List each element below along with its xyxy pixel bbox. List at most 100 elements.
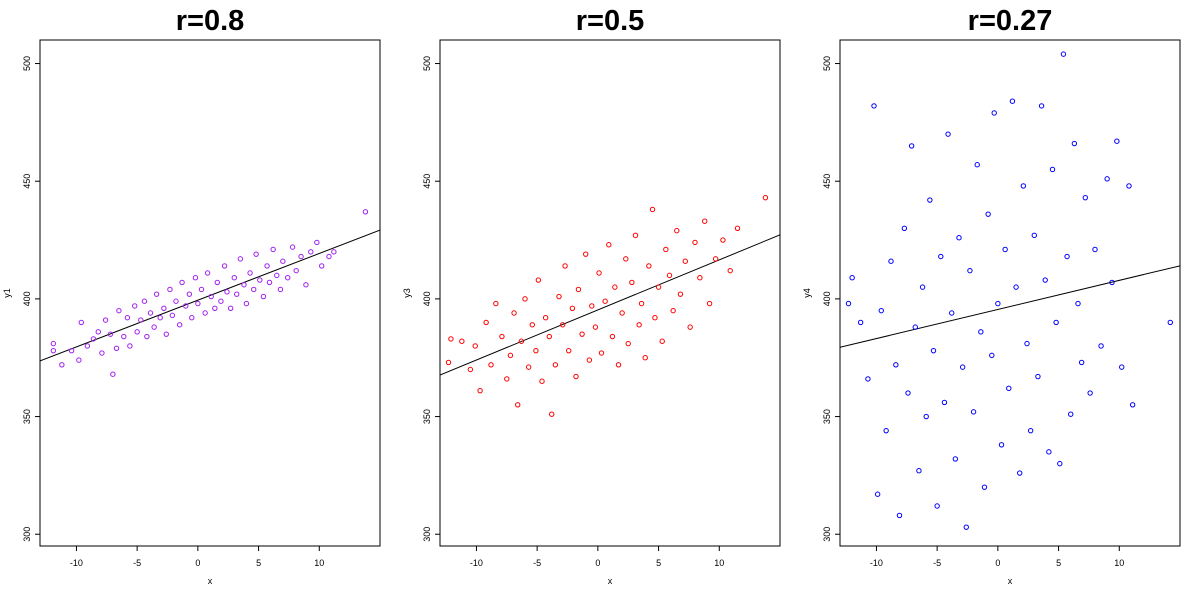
data-point: [95, 329, 101, 335]
chart-title: r=0.8: [176, 5, 245, 37]
data-point: [198, 286, 205, 293]
y-tick-label: 300: [822, 527, 832, 542]
data-point: [687, 324, 693, 330]
data-point: [1078, 359, 1085, 366]
data-point: [878, 307, 884, 314]
data-point: [1038, 103, 1045, 109]
data-point: [559, 322, 566, 328]
data-point: [507, 352, 514, 359]
data-point: [612, 284, 618, 290]
data-point: [533, 347, 539, 354]
data-point: [319, 263, 325, 269]
plot-frame: [439, 39, 781, 547]
data-point: [636, 322, 642, 328]
data-point: [609, 333, 616, 340]
y-tick-label: 450: [422, 174, 432, 189]
data-point: [974, 162, 980, 168]
data-point: [157, 315, 163, 321]
x-tick-label: 5: [1056, 558, 1061, 568]
data-point: [905, 390, 911, 396]
data-point: [493, 300, 499, 307]
data-point: [692, 239, 698, 246]
data-point: [727, 267, 733, 274]
x-tick-label: -5: [533, 558, 541, 568]
data-point: [134, 329, 140, 335]
data-point: [963, 524, 969, 530]
data-point: [522, 296, 528, 302]
data-point: [151, 324, 157, 330]
data-point: [674, 227, 680, 234]
x-tick-label: 5: [656, 558, 661, 568]
data-point: [642, 355, 648, 361]
data-point: [113, 345, 120, 352]
x-tick-label: 10: [1114, 558, 1124, 568]
data-point: [849, 275, 855, 281]
data-point: [195, 300, 201, 307]
data-point: [583, 251, 589, 257]
data-point: [539, 378, 545, 384]
data-point: [845, 300, 852, 307]
chart-panel-3: r=0.27 -10 -5 0 5 10 300 350 400 450 500 x y4: [802, 5, 1181, 586]
data-point: [655, 284, 662, 290]
x-tick-label: 0: [195, 558, 200, 568]
data-point: [173, 298, 179, 304]
data-point: [542, 315, 549, 321]
data-point: [314, 239, 320, 246]
data-point: [76, 357, 82, 363]
data-point: [646, 263, 652, 269]
data-point: [1049, 166, 1056, 173]
data-point: [227, 305, 234, 311]
data-point: [592, 324, 599, 330]
data-point: [504, 376, 510, 382]
data-point: [556, 293, 562, 300]
data-point: [579, 331, 585, 337]
data-point: [549, 411, 555, 417]
data-point: [277, 286, 284, 293]
data-point: [883, 427, 889, 434]
data-point: [586, 357, 593, 363]
data-point: [923, 413, 929, 420]
x-axis-label: x: [608, 576, 613, 586]
data-point: [945, 131, 951, 137]
data-point: [623, 256, 629, 262]
data-point: [893, 362, 899, 368]
data-point: [260, 293, 267, 300]
data-point: [161, 305, 167, 311]
data-point: [1126, 183, 1132, 189]
data-point: [1167, 319, 1173, 326]
data-point: [204, 270, 211, 276]
data-point: [985, 211, 991, 217]
y-axis-label: y4: [802, 288, 812, 298]
x-tick-label: 0: [595, 558, 600, 568]
data-point: [1027, 427, 1034, 434]
data-point: [712, 256, 719, 262]
data-point: [99, 350, 105, 356]
data-point: [167, 286, 173, 293]
data-point: [264, 263, 270, 269]
data-point: [529, 322, 535, 328]
data-point: [285, 275, 291, 281]
data-point: [934, 503, 940, 509]
data-point: [179, 279, 185, 286]
data-point: [141, 298, 148, 304]
data-point: [257, 277, 263, 283]
data-point: [1006, 385, 1012, 392]
data-point: [949, 310, 955, 316]
data-point: [266, 279, 273, 286]
y-tick-label: 400: [422, 291, 432, 306]
data-point: [1035, 373, 1041, 380]
data-point: [970, 409, 977, 415]
data-point: [589, 303, 595, 309]
data-point: [293, 267, 299, 274]
data-point: [666, 272, 673, 279]
data-point: [472, 343, 478, 349]
data-point: [995, 300, 1001, 307]
data-point: [989, 352, 995, 359]
data-point: [1057, 460, 1063, 467]
data-point: [1031, 232, 1037, 239]
data-point: [874, 491, 881, 497]
data-point: [762, 194, 769, 201]
regression-line: [40, 229, 380, 362]
data-point: [1071, 140, 1078, 147]
data-point: [132, 303, 138, 309]
